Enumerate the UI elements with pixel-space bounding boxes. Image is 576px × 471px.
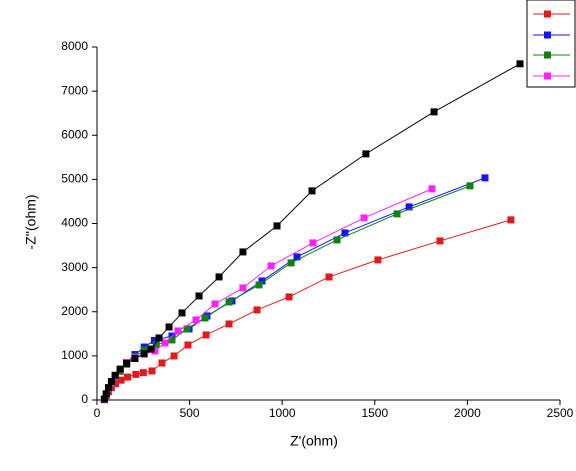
marker — [102, 390, 110, 398]
marker — [111, 371, 119, 379]
marker — [174, 327, 182, 335]
marker — [112, 380, 120, 388]
marker — [405, 203, 413, 211]
x-tick-label: 2000 — [454, 406, 481, 420]
y-tick-label: 4000 — [61, 216, 88, 230]
y-tick-label: 6000 — [61, 127, 88, 141]
marker — [139, 369, 147, 377]
marker — [239, 248, 247, 256]
marker — [168, 336, 176, 344]
marker — [225, 298, 233, 306]
marker — [183, 325, 191, 333]
marker — [104, 384, 112, 392]
marker — [201, 314, 209, 322]
marker — [132, 370, 140, 378]
marker — [285, 293, 293, 301]
marker — [341, 229, 349, 237]
y-tick-label: 1000 — [61, 348, 88, 362]
x-tick-label: 1500 — [361, 406, 388, 420]
y-axis-title: -Z''(ohm) — [23, 194, 39, 249]
marker — [123, 359, 131, 367]
legend-marker — [544, 10, 551, 18]
marker — [507, 216, 515, 224]
marker — [362, 150, 370, 158]
legend-marker — [544, 51, 551, 59]
marker — [155, 334, 163, 342]
series-line — [103, 219, 512, 400]
marker — [152, 341, 160, 349]
y-tick-label: 3000 — [61, 260, 88, 274]
marker — [100, 395, 108, 403]
marker — [150, 336, 158, 344]
marker — [430, 108, 438, 116]
marker — [466, 182, 474, 190]
marker — [140, 350, 148, 358]
marker — [148, 367, 156, 375]
marker — [178, 309, 186, 317]
y-tick-label: 8000 — [61, 39, 88, 53]
marker — [151, 347, 159, 355]
marker — [308, 187, 316, 195]
legend-marker — [544, 31, 551, 39]
legend-marker — [544, 72, 551, 80]
x-tick-label: 1000 — [269, 406, 296, 420]
marker — [117, 376, 125, 384]
marker — [360, 214, 368, 222]
marker — [481, 174, 489, 182]
series-line — [103, 185, 471, 400]
marker — [516, 60, 524, 68]
marker — [253, 306, 261, 314]
y-tick-label: 2000 — [61, 304, 88, 318]
x-axis-title: Z'(ohm) — [290, 433, 338, 449]
marker — [202, 331, 210, 339]
marker — [195, 292, 203, 300]
marker — [131, 355, 139, 363]
y-tick-label: 7000 — [61, 83, 88, 97]
marker — [124, 373, 132, 381]
marker — [140, 346, 148, 354]
marker — [374, 256, 382, 264]
marker — [273, 222, 281, 230]
marker — [325, 273, 333, 281]
marker — [116, 365, 124, 373]
marker — [428, 185, 436, 193]
y-tick-label: 5000 — [61, 172, 88, 186]
marker — [333, 236, 341, 244]
marker — [393, 210, 401, 218]
marker — [258, 277, 266, 285]
marker — [165, 323, 173, 331]
marker — [287, 259, 295, 267]
x-tick-label: 2500 — [547, 406, 574, 420]
marker — [215, 273, 223, 281]
marker — [309, 239, 317, 247]
marker — [211, 300, 219, 308]
y-tick-label: 0 — [81, 392, 88, 406]
x-tick-label: 500 — [180, 406, 200, 420]
marker — [225, 320, 233, 328]
marker — [184, 341, 192, 349]
marker — [436, 237, 444, 245]
marker — [267, 262, 275, 270]
marker — [161, 339, 169, 347]
marker — [293, 253, 301, 261]
marker — [107, 377, 115, 385]
marker — [192, 316, 200, 324]
x-tick-label: 0 — [94, 406, 101, 420]
marker — [239, 284, 247, 292]
series-line — [103, 63, 521, 400]
marker — [158, 359, 166, 367]
marker — [255, 281, 263, 289]
marker — [170, 352, 178, 360]
marker — [147, 345, 155, 353]
